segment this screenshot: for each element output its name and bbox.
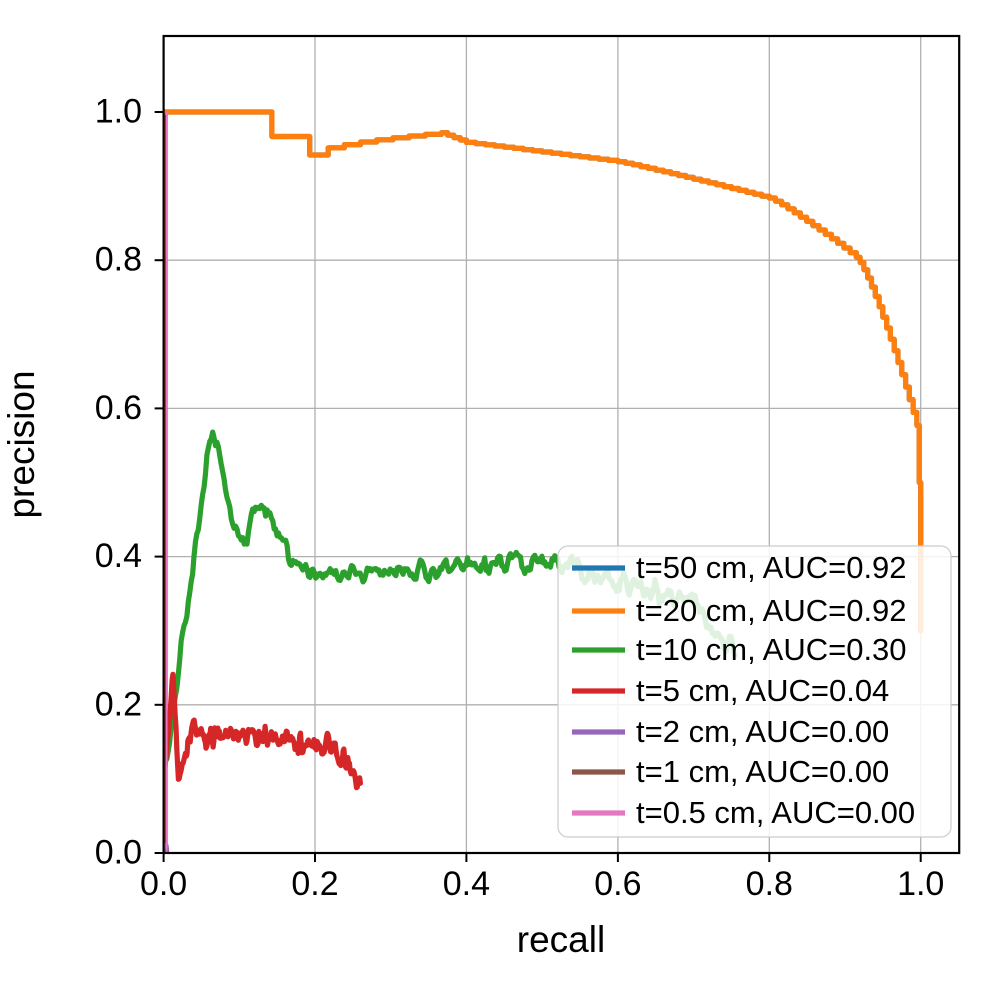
- svg-text:1.0: 1.0: [897, 865, 944, 903]
- svg-text:t=20 cm, AUC=0.92: t=20 cm, AUC=0.92: [636, 593, 907, 628]
- svg-text:0.4: 0.4: [443, 865, 490, 903]
- svg-text:t=5 cm, AUC=0.04: t=5 cm, AUC=0.04: [636, 673, 889, 708]
- svg-text:0.4: 0.4: [95, 537, 142, 575]
- svg-text:t=10 cm, AUC=0.30: t=10 cm, AUC=0.30: [636, 632, 907, 667]
- svg-text:0.6: 0.6: [95, 389, 142, 427]
- svg-text:1.0: 1.0: [95, 93, 142, 131]
- svg-text:0.2: 0.2: [95, 685, 142, 723]
- svg-text:t=50 cm, AUC=0.92: t=50 cm, AUC=0.92: [636, 550, 907, 585]
- svg-text:0.6: 0.6: [594, 865, 641, 903]
- svg-text:0.8: 0.8: [95, 241, 142, 279]
- svg-text:0.0: 0.0: [95, 834, 142, 872]
- svg-text:0.0: 0.0: [140, 865, 187, 903]
- svg-text:recall: recall: [517, 919, 605, 960]
- svg-text:0.2: 0.2: [291, 865, 338, 903]
- svg-text:0.8: 0.8: [746, 865, 793, 903]
- svg-text:t=1 cm, AUC=0.00: t=1 cm, AUC=0.00: [636, 754, 889, 789]
- svg-text:t=2 cm, AUC=0.00: t=2 cm, AUC=0.00: [636, 714, 889, 749]
- svg-text:t=0.5 cm, AUC=0.00: t=0.5 cm, AUC=0.00: [636, 795, 915, 830]
- svg-text:precision: precision: [1, 370, 42, 518]
